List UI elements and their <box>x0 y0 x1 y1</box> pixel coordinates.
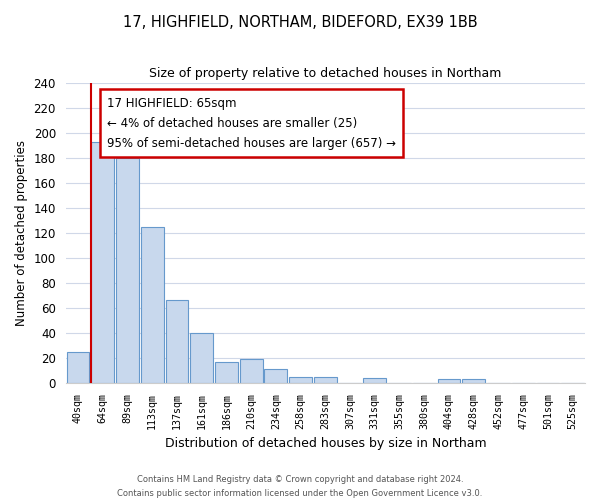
Bar <box>265 369 287 383</box>
Text: 17 HIGHFIELD: 65sqm
← 4% of detached houses are smaller (25)
95% of semi-detache: 17 HIGHFIELD: 65sqm ← 4% of detached hou… <box>107 96 396 150</box>
Y-axis label: Number of detached properties: Number of detached properties <box>15 140 28 326</box>
Bar <box>437 379 460 383</box>
Bar <box>166 300 188 383</box>
Bar <box>463 379 485 383</box>
Bar <box>364 378 386 383</box>
Bar <box>314 376 337 383</box>
Bar <box>141 227 164 383</box>
Text: Contains HM Land Registry data © Crown copyright and database right 2024.
Contai: Contains HM Land Registry data © Crown c… <box>118 476 482 498</box>
Text: 17, HIGHFIELD, NORTHAM, BIDEFORD, EX39 1BB: 17, HIGHFIELD, NORTHAM, BIDEFORD, EX39 1… <box>122 15 478 30</box>
Bar <box>289 376 312 383</box>
Bar <box>190 333 213 383</box>
X-axis label: Distribution of detached houses by size in Northam: Distribution of detached houses by size … <box>164 437 486 450</box>
Bar <box>91 142 114 383</box>
Bar <box>240 359 263 383</box>
Bar <box>215 362 238 383</box>
Title: Size of property relative to detached houses in Northam: Size of property relative to detached ho… <box>149 68 502 80</box>
Bar <box>116 158 139 383</box>
Bar <box>67 352 89 383</box>
